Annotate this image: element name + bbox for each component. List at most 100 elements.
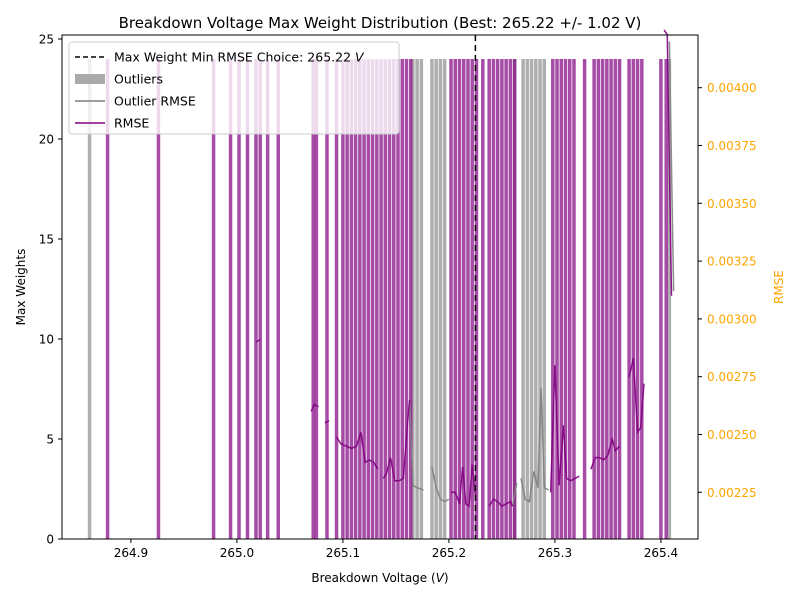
rmse-line [310,403,319,412]
weight-bar [366,59,371,539]
weight-bar [449,59,453,539]
weight-bar [491,59,496,539]
outlier-bar [667,59,672,539]
legend-outliers-swatch [75,74,105,84]
y-tick-label: 10 [39,333,54,347]
weight-bar [258,59,262,539]
weight-bar [559,59,564,539]
weight-bar [508,59,513,539]
weight-bar [349,59,354,539]
outlier-bar [434,59,438,539]
y-tick-label: 0 [46,533,54,547]
weight-bar [640,59,644,539]
weight-bar [325,59,329,539]
outlier-bar [529,59,534,539]
y-right-tick-label: 0.00325 [707,255,757,269]
y-right-tick-label: 0.00225 [707,486,757,500]
y-tick-label: 20 [39,133,54,147]
weight-bar [664,59,668,539]
weight-bar [609,59,613,539]
weight-bar [567,59,572,539]
weight-bar [635,59,640,539]
weight-bar [572,59,576,539]
weight-bar [555,59,559,539]
outlier-bar [538,59,542,539]
y-right-tick-label: 0.00275 [707,370,757,384]
bars-layer [87,59,672,539]
weight-bar [592,59,596,539]
weight-bar [596,59,601,539]
rmse-line [590,436,621,470]
x-axis: 264.9 265.0 265.1 265.2 265.3 265.4 [114,539,678,560]
rmse-line [255,339,261,343]
weight-bar [276,59,280,539]
legend-label-outlier-rmse: Outlier RMSE [114,94,196,109]
outlier-rmse-line [431,466,450,503]
y-axis-right: 0.00225 0.00250 0.00275 0.00300 0.00325 0.003… [698,81,757,500]
x-axis-label: Breakdown Voltage (V) [311,571,448,585]
weight-bar [582,59,587,539]
chart-title: Breakdown Voltage Max Weight Distributio… [119,14,642,32]
weight-bar [563,59,568,539]
weight-bar [504,59,508,539]
weight-bar [156,59,161,539]
legend-label-best-choice: Max Weight Min RMSE Choice: 265.22 V [114,50,365,65]
outlier-bar [419,59,424,539]
outlier-bar [438,59,443,539]
outlier-bar [430,59,434,539]
weight-bar [379,59,383,539]
weight-bar [383,59,388,539]
outlier-rmse-line [520,388,549,503]
outlier-rmse-line [408,399,424,491]
rmse-line [382,399,411,482]
weight-bar [211,59,216,539]
outlier-bar [542,59,547,539]
weight-bar [466,59,470,539]
y-right-tick-label: 0.00300 [707,312,757,326]
x-tick-label: 265.4 [644,546,678,560]
weight-bar [345,59,349,539]
weight-bar [481,59,485,539]
outlier-bar [442,59,447,539]
weight-bar [245,59,250,539]
rmse-line [488,498,514,508]
weight-bar [370,59,375,539]
y-right-tick-label: 0.00400 [707,81,757,95]
y-tick-label: 5 [46,433,54,447]
y-axis-left: 0 5 10 15 20 25 [39,33,62,547]
weight-bar [627,59,631,539]
weight-bar [617,59,622,539]
weight-bar [613,59,618,539]
weight-bar [334,59,339,539]
weight-bar [512,59,517,539]
x-tick-label: 265.1 [326,546,360,560]
legend-box [68,41,400,135]
weight-bar [314,59,319,539]
outlier-bar [415,59,419,539]
weight-bar [341,59,345,539]
rmse-line [549,365,580,493]
weight-bar [237,59,241,539]
weight-bar [659,59,663,539]
weight-bar [408,59,413,539]
outlier-bar [87,59,92,539]
y-tick-label: 15 [39,233,54,247]
weight-bar [311,59,315,539]
weight-bar [392,59,396,539]
outlier-bar [521,59,525,539]
outlier-bar [534,59,538,539]
y-axis-label: Max Weights [14,249,28,326]
weight-bar [600,59,605,539]
rmse-line [451,464,477,508]
weight-bar [254,59,258,539]
weight-bar [396,59,400,539]
weight-bar [457,59,462,539]
x-tick-label: 265.3 [538,546,572,560]
weight-bar [551,59,555,539]
weight-bar [375,59,379,539]
legend-label-outliers: Outliers [114,72,163,87]
rmse-line [628,358,645,435]
weight-bar [228,59,233,539]
